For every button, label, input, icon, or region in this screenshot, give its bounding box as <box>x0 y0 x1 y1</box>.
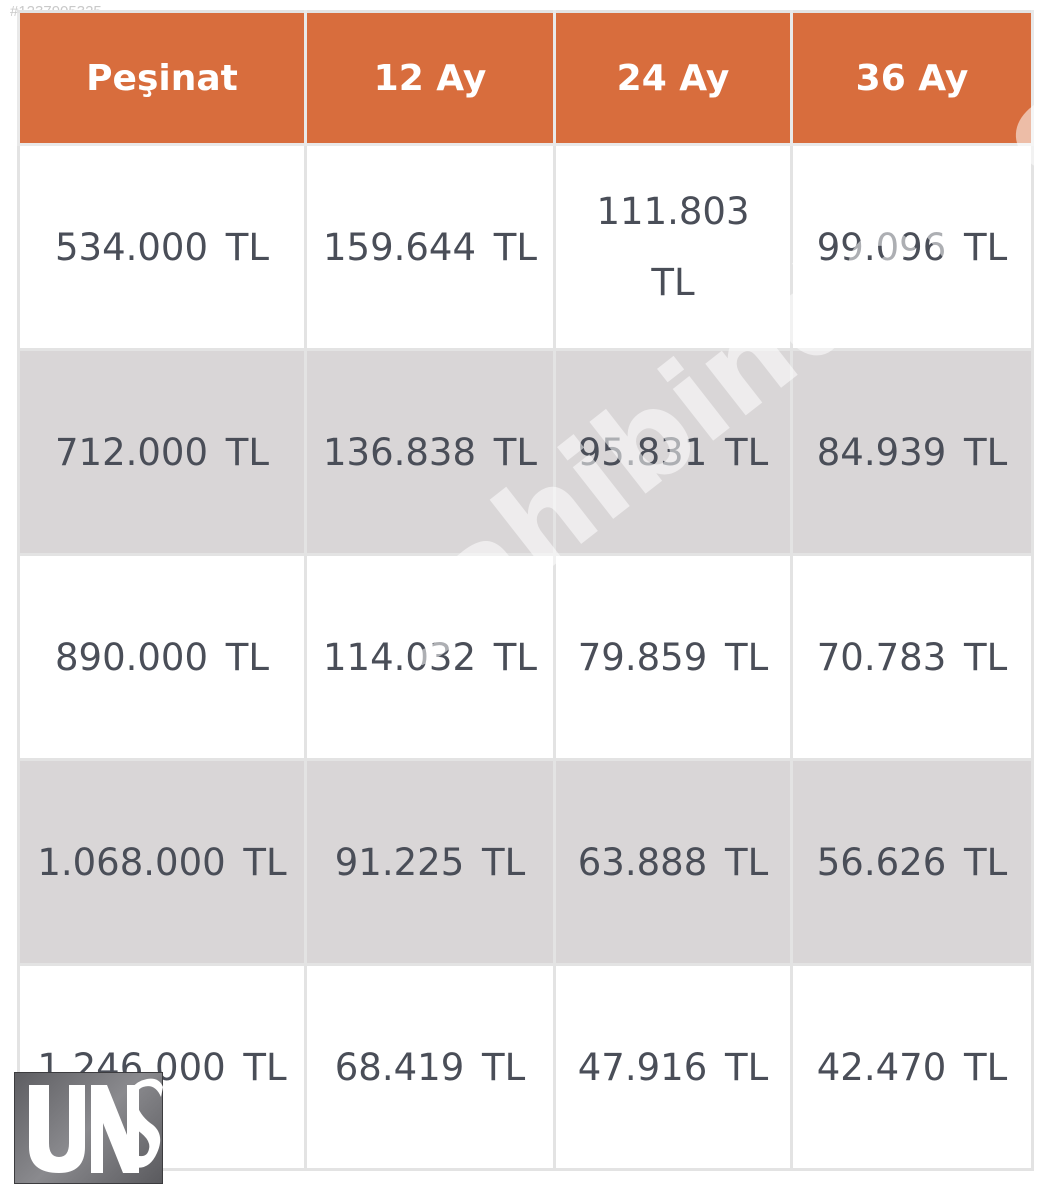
table-row: 534.000 TL 159.644 TL 111.803 TL 99.096 … <box>17 143 1034 351</box>
header-12-months: 12 Ay <box>304 10 556 146</box>
table-row: 1.246.000 TL 68.419 TL 47.916 TL 42.470 … <box>17 963 1034 1171</box>
payment-table: Peşinat 12 Ay 24 Ay 36 Ay 534.000 TL 159… <box>17 10 1034 1171</box>
down-payment-cell: 890.000 TL <box>17 553 307 761</box>
table-row: 890.000 TL 114.032 TL 79.859 TL 70.783 T… <box>17 553 1034 761</box>
installment-cell: 91.225 TL <box>304 758 556 966</box>
installment-cell: 84.939 TL <box>790 348 1034 556</box>
installment-cell: 63.888 TL <box>553 758 793 966</box>
down-payment-cell: 1.068.000 TL <box>17 758 307 966</box>
installment-cell: 111.803 TL <box>553 143 793 351</box>
header-row: Peşinat 12 Ay 24 Ay 36 Ay <box>17 10 1034 146</box>
installment-cell: 95.831 TL <box>553 348 793 556</box>
installment-cell: 47.916 TL <box>553 963 793 1171</box>
table-row: 712.000 TL 136.838 TL 95.831 TL 84.939 T… <box>17 348 1034 556</box>
down-payment-cell: 534.000 TL <box>17 143 307 351</box>
header-24-months: 24 Ay <box>553 10 793 146</box>
installment-cell: 70.783 TL <box>790 553 1034 761</box>
header-down-payment: Peşinat <box>17 10 307 146</box>
table-row: 1.068.000 TL 91.225 TL 63.888 TL 56.626 … <box>17 758 1034 966</box>
installment-cell: 56.626 TL <box>790 758 1034 966</box>
installment-cell: 42.470 TL <box>790 963 1034 1171</box>
down-payment-cell: 712.000 TL <box>17 348 307 556</box>
down-payment-cell: 1.246.000 TL <box>17 963 307 1171</box>
installment-cell: 79.859 TL <box>553 553 793 761</box>
header-36-months: 36 Ay <box>790 10 1034 146</box>
installment-cell: 136.838 TL <box>304 348 556 556</box>
installment-cell: 114.032 TL <box>304 553 556 761</box>
installment-cell: 159.644 TL <box>304 143 556 351</box>
installment-cell: 68.419 TL <box>304 963 556 1171</box>
installment-cell: 99.096 TL <box>790 143 1034 351</box>
brand-logo <box>14 1072 163 1184</box>
